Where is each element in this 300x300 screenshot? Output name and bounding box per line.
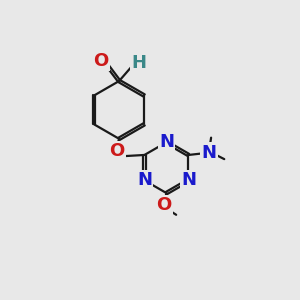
- Text: H: H: [131, 54, 146, 72]
- Text: O: O: [157, 196, 172, 214]
- Text: N: N: [137, 171, 152, 189]
- Text: O: O: [93, 52, 108, 70]
- Text: N: N: [159, 133, 174, 151]
- Text: O: O: [109, 142, 124, 160]
- Text: N: N: [181, 171, 196, 189]
- Text: N: N: [202, 144, 217, 162]
